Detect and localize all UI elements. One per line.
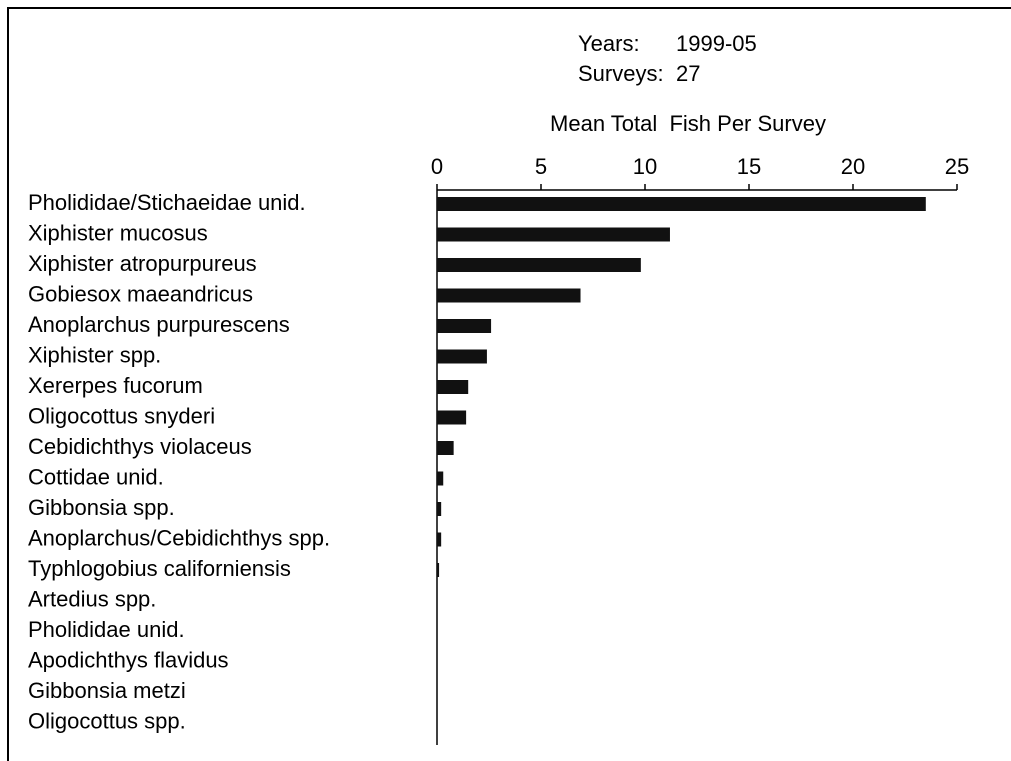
bar: [437, 471, 444, 486]
x-tick-label: 20: [841, 154, 865, 179]
y-tick-label: Anoplarchus/Cebidichthys spp.: [28, 525, 330, 550]
y-tick-label: Artedius spp.: [28, 586, 156, 611]
bar: [437, 502, 442, 516]
bar: [437, 410, 467, 425]
y-tick-label: Pholididae unid.: [28, 617, 185, 642]
bar: [437, 380, 469, 394]
bar: [437, 349, 487, 364]
frame: [7, 7, 1011, 761]
y-tick-label: Xiphister mucosus: [28, 220, 208, 245]
y-tick-label: Xererpes fucorum: [28, 373, 203, 398]
y-tick-label: Pholididae/Stichaeidae unid.: [28, 190, 306, 215]
annotation-value: 27: [676, 61, 700, 86]
x-tick-label: 0: [431, 154, 443, 179]
bar: [437, 319, 492, 333]
axis-title: Mean Total Fish Per Survey: [550, 111, 826, 136]
annotation-label: Surveys:: [578, 61, 664, 86]
bar: [437, 288, 581, 303]
y-tick-label: Cottidae unid.: [28, 464, 164, 489]
y-tick-label: Oligocottus snyderi: [28, 403, 215, 428]
y-tick-label: Oligocottus spp.: [28, 708, 186, 733]
y-tick-label: Anoplarchus purpurescens: [28, 312, 290, 337]
bar: [437, 197, 926, 211]
bar: [437, 532, 442, 547]
x-tick-label: 5: [535, 154, 547, 179]
y-tick-label: Gibbonsia metzi: [28, 678, 186, 703]
y-tick-label: Gibbonsia spp.: [28, 495, 175, 520]
annotation-label: Years:: [578, 31, 640, 56]
bar: [437, 258, 641, 272]
bar: [437, 227, 670, 242]
annotation-value: 1999-05: [676, 31, 757, 56]
y-tick-label: Typhlogobius californiensis: [28, 556, 291, 581]
y-tick-label: Gobiesox maeandricus: [28, 281, 253, 306]
x-tick-label: 10: [633, 154, 657, 179]
x-tick-label: 15: [737, 154, 761, 179]
y-tick-label: Xiphister spp.: [28, 342, 161, 367]
bar: [437, 563, 440, 577]
y-tick-label: Xiphister atropurpureus: [28, 251, 257, 276]
x-tick-label: 25: [945, 154, 969, 179]
bar: [437, 441, 454, 455]
y-tick-label: Apodichthys flavidus: [28, 647, 229, 672]
y-tick-label: Cebidichthys violaceus: [28, 434, 252, 459]
